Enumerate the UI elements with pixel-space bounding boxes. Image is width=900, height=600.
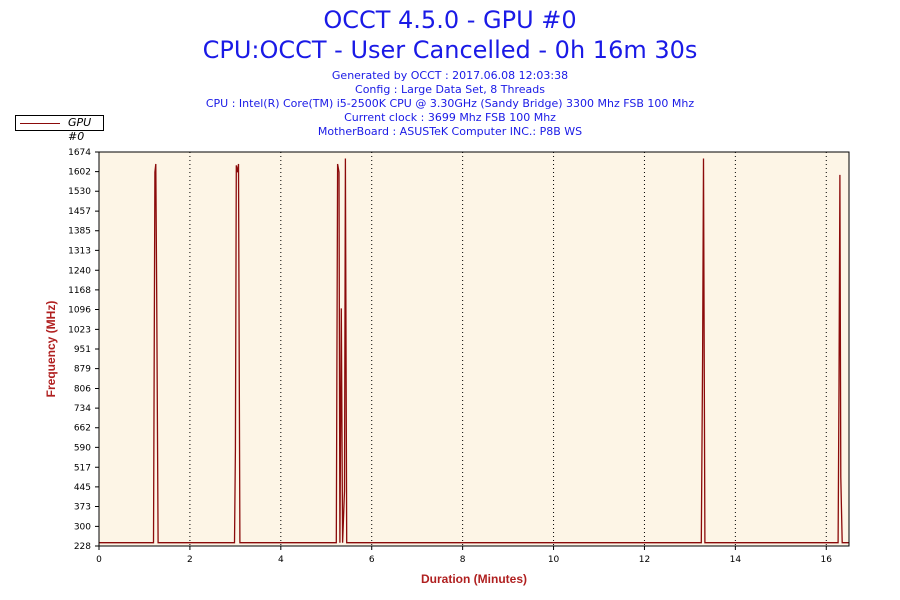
chart-subtitle: CPU:OCCT - User Cancelled - 0h 16m 30s [202,36,698,64]
y-tick-label: 1674 [68,148,91,158]
info-motherboard: MotherBoard : ASUSTeK Computer INC.: P8B… [317,125,583,138]
chart-title: OCCT 4.5.0 - GPU #0 [323,6,577,34]
x-tick-label: 6 [369,555,375,565]
x-axis: 0 2 4 6 8 10 12 14 16 [96,546,832,565]
y-tick-label: 1602 [68,168,91,178]
x-tick-label: 0 [96,555,102,565]
y-tick-label: 734 [74,404,91,414]
y-tick-label: 1240 [68,266,91,276]
x-tick-label: 4 [278,555,284,565]
y-axis: 228 300 373 445 517 590 662 734 806 879 951 1023 109… [68,148,99,552]
info-current-clock: Current clock : 3699 Mhz FSB 100 Mhz [344,111,556,124]
y-tick-label: 445 [74,483,91,493]
x-tick-label: 12 [639,555,650,565]
y-tick-label: 806 [74,385,91,395]
legend-label: GPU #0 [68,116,92,143]
y-tick-label: 879 [74,365,91,375]
series-line [99,158,849,544]
y-tick-label: 300 [74,522,91,532]
y-tick-label: 590 [74,443,91,453]
x-axis-title: Duration (Minutes) [421,572,527,586]
plot-area [99,152,849,546]
y-tick-label: 1023 [68,325,91,335]
info-config: Config : Large Data Set, 8 Threads [355,83,545,96]
legend: GPU #0 [15,115,104,143]
series-layer [99,158,849,544]
y-tick-label: 373 [74,502,91,512]
x-tick-label: 2 [187,555,193,565]
legend-swatch [20,123,60,124]
y-axis-title: Frequency (MHz) [44,301,58,398]
y-tick-label: 1530 [68,187,91,197]
y-tick-label: 517 [74,463,91,473]
x-tick-label: 16 [821,555,833,565]
grid-lines [189,152,827,546]
info-cpu: CPU : Intel(R) Core(TM) i5-2500K CPU @ 3… [205,97,695,110]
y-tick-label: 1168 [68,286,91,296]
x-tick-label: 10 [548,555,560,565]
y-tick-label: 228 [74,542,91,552]
info-generated: Generated by OCCT : 2017.06.08 12:03:38 [331,69,569,82]
y-tick-label: 951 [74,345,91,355]
y-tick-label: 662 [74,424,91,434]
x-tick-label: 14 [730,555,742,565]
y-tick-label: 1385 [68,227,91,237]
x-tick-label: 8 [460,555,466,565]
y-tick-label: 1313 [68,246,91,256]
y-tick-label: 1457 [68,207,91,217]
y-tick-label: 1096 [68,305,91,315]
